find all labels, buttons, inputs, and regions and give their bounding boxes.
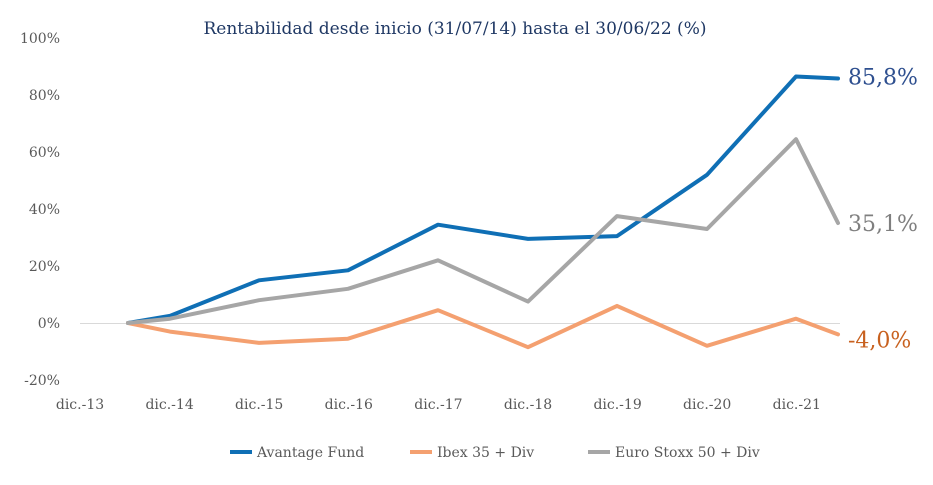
y-tick-label: 60%: [29, 145, 60, 161]
end-value-label: 85,8%: [848, 65, 918, 90]
legend-item: Euro Stoxx 50 + Div: [588, 445, 760, 461]
legend-item: Ibex 35 + Div: [410, 445, 534, 461]
data-point: [437, 259, 439, 261]
series-avantage-fund: [126, 74, 840, 325]
data-point: [527, 346, 529, 348]
legend-label: Avantage Fund: [256, 445, 364, 461]
x-tick-label: dic.-13: [56, 397, 104, 413]
data-point: [616, 215, 618, 217]
series-line: [126, 137, 840, 325]
chart-title: Rentabilidad desde inicio (31/07/14) has…: [204, 19, 707, 39]
y-tick-label: 20%: [29, 259, 60, 275]
y-tick-label: 80%: [29, 88, 60, 104]
end-labels: 85,8% -4,0% 35,1%: [848, 65, 918, 353]
data-point: [706, 174, 708, 176]
data-point: [527, 301, 529, 303]
series-ibex-35-div: [126, 303, 840, 350]
data-point: [258, 299, 260, 301]
x-tick-label: dic.-17: [414, 397, 462, 413]
data-point: [795, 138, 797, 140]
data-point: [169, 331, 171, 333]
data-point: [795, 318, 797, 320]
data-point: [837, 333, 839, 335]
data-point: [258, 279, 260, 281]
data-point: [258, 342, 260, 344]
y-tick-label: 40%: [29, 202, 60, 218]
data-point: [527, 238, 529, 240]
end-value-label: -4,0%: [848, 328, 911, 353]
x-tick-label: dic.-19: [593, 397, 641, 413]
data-point: [706, 228, 708, 230]
x-tick-label: dic.-21: [773, 397, 821, 413]
x-axis: dic.-13 dic.-14 dic.-15 dic.-16 dic.-17 dic.-…: [56, 397, 821, 413]
data-point: [169, 318, 171, 320]
data-point: [837, 222, 839, 224]
data-point: [127, 322, 129, 324]
data-point: [347, 269, 349, 271]
series-layer: [126, 74, 840, 350]
series-euro-stoxx-50-div: [126, 137, 840, 325]
series-line: [126, 303, 840, 350]
y-tick-label: 100%: [20, 31, 60, 47]
data-point: [169, 315, 171, 317]
end-value-label: 35,1%: [848, 212, 918, 237]
data-point: [437, 224, 439, 226]
data-point: [437, 309, 439, 311]
legend-label: Euro Stoxx 50 + Div: [615, 445, 760, 461]
data-point: [347, 338, 349, 340]
x-tick-label: dic.-14: [145, 397, 193, 413]
x-tick-label: dic.-15: [235, 397, 283, 413]
data-point: [616, 235, 618, 237]
series-line: [126, 74, 840, 325]
y-tick-label: -20%: [24, 373, 60, 389]
legend-label: Ibex 35 + Div: [437, 445, 534, 461]
y-axis: 100% 80% 60% 40% 20% 0% -20%: [20, 31, 60, 389]
data-point: [616, 305, 618, 307]
x-tick-label: dic.-20: [683, 397, 731, 413]
data-point: [347, 288, 349, 290]
data-point: [795, 76, 797, 77]
data-point: [706, 345, 708, 347]
legend-item: Avantage Fund: [230, 445, 364, 461]
y-tick-label: 0%: [38, 316, 60, 332]
data-point: [837, 78, 839, 79]
x-tick-label: dic.-16: [325, 397, 373, 413]
x-tick-label: dic.-18: [504, 397, 552, 413]
legend: Avantage Fund Ibex 35 + Div Euro Stoxx 50 …: [230, 445, 760, 461]
